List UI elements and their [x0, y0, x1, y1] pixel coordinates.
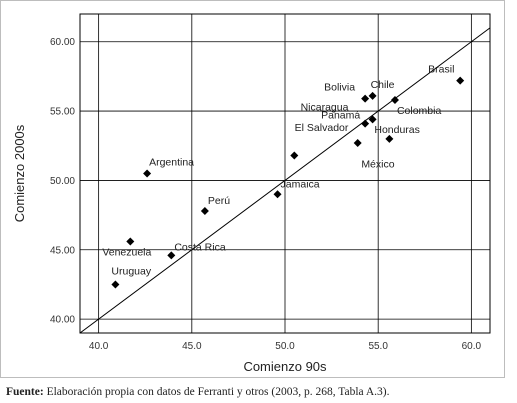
data-point-label: México	[361, 158, 394, 170]
y-tick-label: 45.00	[50, 245, 75, 256]
data-point-marker	[290, 151, 299, 160]
y-tick-label: 50.00	[50, 176, 75, 187]
x-tick-label: 40.0	[89, 341, 109, 352]
y-tick-labels: 40.00 45.00 50.00 55.00 60.00	[50, 37, 75, 325]
data-point-label: Uruguay	[111, 265, 151, 277]
x-tick-label: 45.0	[182, 341, 202, 352]
y-axis-title: Comienzo 2000s	[12, 124, 27, 222]
reference-line-y-equals-x	[79, 27, 491, 334]
data-point-label: Panamá	[321, 110, 360, 122]
data-point-label: El Salvador	[295, 122, 349, 134]
data-point-label: Colombia	[397, 105, 442, 117]
data-point-marker	[111, 280, 120, 289]
data-point-label: Bolivia	[324, 82, 355, 94]
data-point-label: Argentina	[149, 157, 194, 169]
data-point-marker	[167, 251, 176, 260]
data-point-label: Nicaragua	[301, 101, 349, 113]
caption-prefix: Fuente:	[6, 386, 44, 398]
data-point-marker	[361, 119, 370, 128]
data-point-label: Perú	[208, 195, 230, 207]
data-point-label: Chile	[371, 79, 395, 91]
scatter-chart: 40.0 45.0 50.0 55.0 60.0 40.00 45.00 50.00 55.0…	[12, 13, 491, 374]
data-point-label: Venezuela	[102, 246, 151, 258]
x-tick-label: 60.0	[462, 341, 482, 352]
data-point-marker	[126, 237, 135, 246]
data-point-marker	[273, 190, 282, 199]
x-axis-title: Comienzo 90s	[243, 359, 327, 374]
x-tick-label: 55.0	[368, 341, 388, 352]
data-point-marker	[368, 91, 377, 100]
figure-caption: Fuente: Elaboración propia con datos de …	[6, 386, 390, 398]
data-point-marker	[456, 76, 465, 85]
chart-frame	[0, 0, 505, 378]
y-tick-label: 60.00	[50, 37, 75, 48]
caption-text: Elaboración propia con datos de Ferranti…	[43, 386, 390, 398]
data-point-label: Honduras	[374, 124, 420, 136]
data-point-marker	[390, 95, 399, 104]
data-point-label: Jamaica	[281, 178, 320, 190]
y-tick-label: 40.00	[50, 315, 75, 326]
data-point-marker	[200, 206, 209, 215]
data-point-marker	[368, 115, 377, 124]
x-tick-label: 50.0	[275, 341, 295, 352]
x-tick-labels: 40.0 45.0 50.0 55.0 60.0	[89, 341, 482, 352]
data-point-label: Brasil	[428, 64, 454, 76]
data-point-marker	[353, 138, 362, 147]
data-point-marker	[361, 94, 370, 103]
data-point-label: Costa Rica	[174, 241, 226, 253]
y-tick-label: 55.00	[50, 107, 75, 118]
data-point-marker	[385, 134, 394, 143]
data-point-marker	[143, 169, 152, 178]
data-points: Brasil Chile Bolivia Colombia NicaraguaPanam…	[102, 64, 465, 289]
